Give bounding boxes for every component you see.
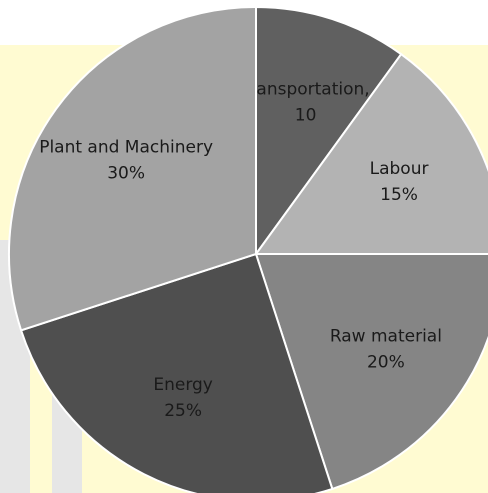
pie-slice (19, 252, 334, 493)
slice-category-label: Labour (370, 159, 429, 179)
slice-category-label: Energy (153, 375, 213, 395)
slice-value-label: 15% (380, 185, 418, 205)
slice-category-label: Transportation, (241, 79, 370, 99)
pie: Transportation, 10 Labour 15% Raw material 20… (8, 5, 488, 493)
slice-category-label: Raw material (330, 326, 442, 346)
slice-category-label: Plant and Machinery (39, 138, 213, 158)
slice-value-label: 25% (164, 401, 202, 421)
slice-value-label: 20% (367, 352, 405, 372)
pie-slice (255, 5, 403, 258)
slice-value-label: 30% (107, 164, 145, 184)
pie-slice (8, 5, 257, 332)
pie-slice (254, 52, 488, 255)
slice-value-label: 10 (295, 105, 317, 125)
